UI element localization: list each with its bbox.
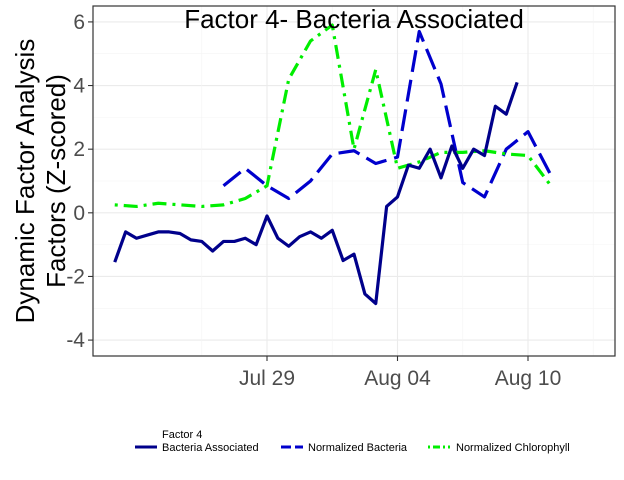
chart-title: Factor 4- Bacteria Associated [184,4,524,34]
y-tick-label: 0 [73,202,85,225]
series-line-normalized-bacteria [222,29,552,201]
y-axis-title: Dynamic Factor Analysis Factors (Z-score… [10,39,71,324]
y-tick-label: 4 [73,75,85,98]
y-axis-title-line-2: Factors (Z-scored) [41,74,71,288]
series-layer [113,23,552,306]
grid [93,6,615,356]
legend-label-normalized-bacteria: Normalized Bacteria [308,442,408,454]
legend-label-normalized-chlorophyll: Normalized Chlorophyll [456,442,570,454]
x-tick-label: Aug 10 [495,367,562,390]
y-tick-label: -2 [66,265,85,288]
x-axis-ticks: Jul 29 Aug 04 Aug 10 [239,356,561,390]
series-line-normalized-chlorophyll [114,23,552,209]
x-tick-label: Jul 29 [239,367,295,390]
y-axis-ticks: -4 -2 0 2 4 6 [66,11,93,352]
legend-title-line-2: Bacteria Associated [162,442,259,454]
legend-items: Normalized Bacteria Normalized Chlorophyl… [135,442,570,454]
y-tick-label: -4 [66,329,85,352]
panel-border [92,5,616,357]
legend: Factor 4 Bacteria Associated Normalized … [135,429,570,454]
series-line-bacteria-associated [113,81,519,306]
y-tick-label: 6 [73,11,85,34]
y-axis-title-line-1: Dynamic Factor Analysis [10,39,40,324]
legend-title-line-1: Factor 4 [162,429,202,441]
x-tick-label: Aug 04 [364,367,431,390]
y-tick-label: 2 [73,138,85,161]
